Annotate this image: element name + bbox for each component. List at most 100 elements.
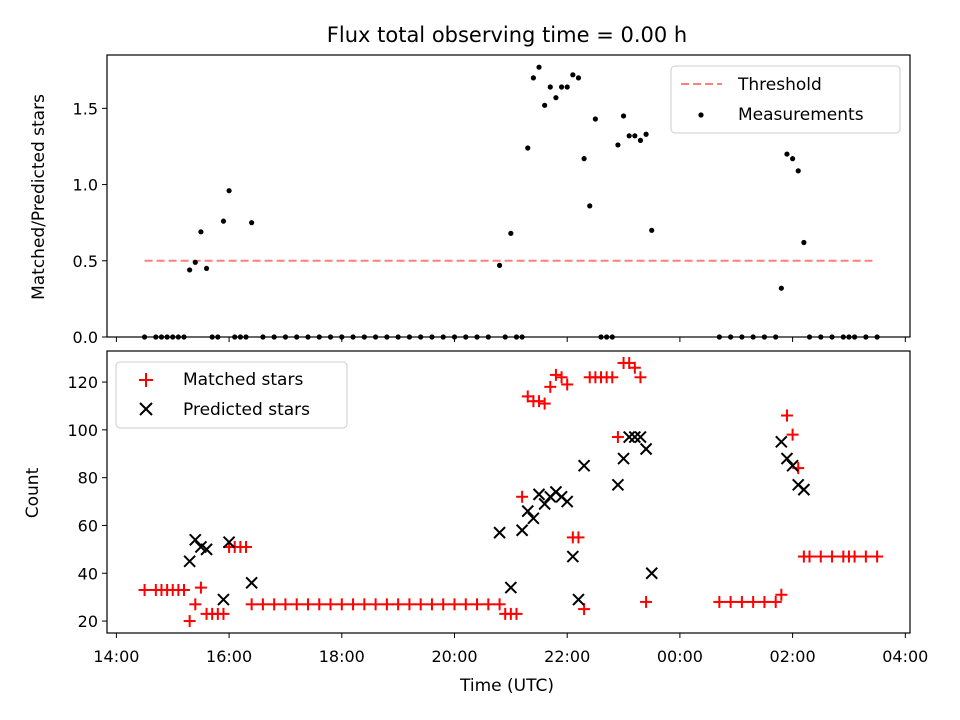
- measurement-point-54: [575, 75, 582, 81]
- predicted-marker-b: [222, 535, 236, 549]
- matched-star-point-25: [324, 598, 337, 611]
- predicted-marker-b: [527, 512, 540, 525]
- top-chart-title: Flux total observing time = 0.00 h: [327, 23, 687, 47]
- matched-star-point-55: [578, 603, 591, 616]
- predicted-star-point-4: [217, 593, 230, 606]
- matched-star-point-30: [380, 598, 393, 611]
- measurement-point-14: [226, 188, 232, 194]
- top-y-tick-label: 1.0: [73, 176, 98, 195]
- matched-star-point-13: [217, 607, 230, 620]
- top-y-tick-label: 0.5: [73, 252, 98, 271]
- matched-star-point-47: [533, 395, 546, 408]
- predicted-marker-b: [622, 430, 636, 444]
- top-axes-frame: [106, 54, 911, 338]
- measurement-point-67: [649, 227, 655, 233]
- matched-star-point-28: [358, 598, 371, 611]
- measurement-point-63: [626, 133, 632, 139]
- measurement-point-9: [198, 229, 204, 235]
- legend-measurements-swatch: [698, 112, 704, 118]
- matched-star-point-26: [335, 598, 348, 611]
- matched-star-point-21: [279, 598, 292, 611]
- bottom-y-tick-label: 100: [67, 421, 98, 440]
- matched-star-point-74: [780, 409, 793, 422]
- matched-star-point-48: [538, 397, 551, 410]
- measurement-point-8: [192, 259, 198, 265]
- matched-star-point-34: [425, 598, 438, 611]
- x-axis-label: Time (UTC): [459, 676, 554, 696]
- predicted-star-point-19: [572, 593, 585, 606]
- matched-star-point-64: [628, 361, 641, 374]
- measurement-point-18: [249, 220, 255, 226]
- matched-star-point-65: [634, 371, 647, 384]
- measurement-point-45: [525, 145, 531, 151]
- predicted-star-point-6: [245, 576, 258, 590]
- predicted-star-point-28: [775, 435, 788, 449]
- legend-matched-swatch: [139, 373, 153, 387]
- measurement-point-55: [581, 156, 587, 162]
- matched-star-point-60: [606, 371, 619, 384]
- predicted-marker-b: [566, 550, 580, 563]
- matched-star-point-80: [826, 550, 839, 563]
- bottom-y-tick-label: 40: [78, 564, 98, 583]
- matched-star-point-51: [555, 371, 568, 384]
- top-y-tick-label: 1.5: [73, 99, 98, 118]
- bottom-axes-frame: [106, 350, 911, 634]
- matched-star-point-73: [775, 588, 788, 601]
- x-tick-label: 04:00: [882, 647, 928, 666]
- matched-star-point-67: [713, 595, 726, 608]
- x-tick-label: 18:00: [319, 647, 365, 666]
- predicted-marker-b: [521, 504, 534, 518]
- measurement-point-74: [778, 285, 784, 291]
- legend-threshold-label: Threshold: [737, 75, 822, 95]
- matched-star-point-7: [183, 615, 196, 628]
- matched-star-point-38: [471, 598, 484, 611]
- matched-star-point-75: [786, 428, 799, 441]
- measurement-point-7: [187, 267, 193, 273]
- measurement-point-77: [795, 168, 801, 174]
- predicted-star-point-13: [538, 497, 551, 511]
- measurement-point-50: [553, 95, 559, 101]
- predicted-marker-b: [189, 533, 202, 547]
- predicted-star-point-0: [183, 555, 196, 568]
- bottom-y-tick-label: 120: [67, 373, 98, 392]
- bottom-y-tick-label: 80: [78, 469, 98, 488]
- matched-star-point-37: [459, 598, 472, 611]
- predicted-marker-b: [645, 567, 658, 580]
- predicted-star-point-1: [189, 533, 202, 547]
- matched-star-point-70: [747, 595, 760, 608]
- predicted-star-point-32: [797, 483, 811, 496]
- top-legend-box: [670, 65, 901, 134]
- matched-star-point-0: [138, 583, 151, 596]
- measurement-point-78: [801, 239, 807, 246]
- predicted-marker-b: [634, 430, 647, 444]
- matched-star-point-50: [549, 368, 562, 381]
- predicted-star-point-10: [521, 504, 534, 518]
- matched-star-point-71: [758, 595, 771, 608]
- predicted-marker-b: [639, 442, 653, 456]
- predicted-star-point-30: [786, 459, 799, 472]
- predicted-marker-b: [183, 555, 196, 568]
- matched-star-point-19: [256, 598, 269, 611]
- predicted-marker-b: [532, 488, 546, 501]
- predicted-marker-b: [611, 478, 625, 492]
- predicted-marker-b: [245, 576, 258, 590]
- predicted-star-point-5: [222, 535, 236, 549]
- bottom-plot-area: 20 40 60 80 100 120 14:00 16:00 18:00 20:00 22:00 0…: [67, 350, 928, 666]
- top-y-axis-label: Matched/Predicted stars: [29, 94, 49, 300]
- measurement-point-66: [643, 131, 649, 137]
- measurement-point-47: [536, 64, 542, 70]
- x-tick-label: 14:00: [93, 647, 139, 666]
- measurement-point-56: [587, 203, 593, 209]
- matched-star-point-20: [268, 598, 281, 611]
- x-tick-label: 02:00: [770, 647, 816, 666]
- matched-star-point-43: [510, 607, 523, 620]
- matched-star-point-66: [640, 595, 653, 608]
- measurement-point-49: [547, 84, 553, 90]
- predicted-star-point-11: [527, 512, 540, 525]
- predicted-marker-b: [200, 543, 213, 556]
- matched-star-point-52: [561, 378, 574, 391]
- matched-star-point-23: [301, 598, 314, 611]
- predicted-marker-b: [493, 526, 506, 539]
- measurement-point-57: [592, 116, 598, 122]
